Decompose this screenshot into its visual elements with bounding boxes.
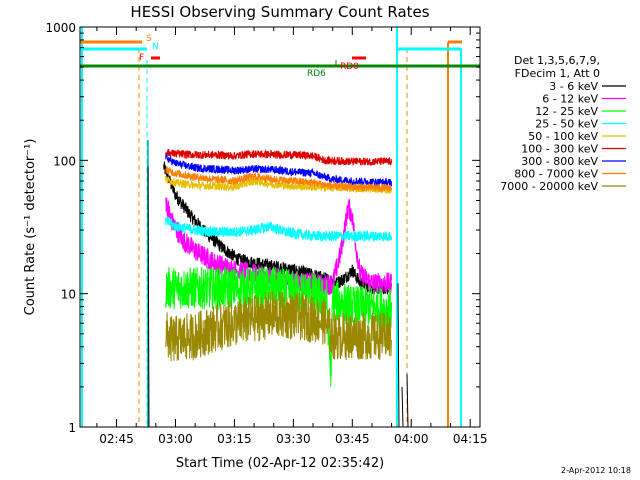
boundary-dropoffs [147,166,409,428]
plot-frame [79,26,481,428]
flag-lines: SFN RD0 RD6 [80,27,480,427]
series-line-8 [165,291,392,362]
x-tick-label: 02:45 [99,432,134,446]
series-line-6 [165,153,392,187]
series-line-5 [165,148,392,167]
legend-header-line-2: FDecim 1, Att 0 [515,67,600,80]
y-tick-label: 100 [53,154,76,168]
y-axis-label: Count Rate (s⁻¹ detector⁻¹) [23,139,38,316]
series-layer [147,148,409,428]
chart-title: HESSI Observing Summary Count Rates [130,3,429,21]
legend-label: 6 - 12 keV [542,93,598,106]
series-line-3 [165,216,392,243]
flag-label-rd0: RD0 [340,62,359,72]
legend-header-line-1: Det 1,3,5,6,7,9, [514,54,600,67]
legend: Det 1,3,5,6,7,9, FDecim 1, Att 0 3 - 6 k… [500,54,626,193]
legend-label: 800 - 7000 keV [514,168,598,181]
legend-label: 300 - 800 keV [521,155,598,168]
legend-label: 50 - 100 keV [528,130,598,143]
legend-label: 12 - 25 keV [535,105,598,118]
footer-date: 2-Apr-2012 10:18 [561,466,631,475]
x-tick-label: 03:15 [217,432,252,446]
x-tick-label: 04:15 [453,432,488,446]
flag-label-n: N [152,42,159,52]
legend-label: 25 - 50 keV [535,118,598,131]
x-axis-label: Start Time (02-Apr-12 02:35:42) [176,456,384,471]
y-tick-label: 1000 [45,21,76,35]
legend-label: 3 - 6 keV [549,80,598,93]
y-tick-label: 10 [61,288,76,302]
series-line-2 [165,266,392,387]
legend-label: 100 - 300 keV [521,143,598,156]
x-tick-label: 04:00 [394,432,429,446]
x-tick-label: 03:45 [335,432,370,446]
x-tick-label: 03:30 [276,432,311,446]
x-axis-ticks: 02:45 03:00 03:15 03:30 03:45 04:00 04:15 [96,27,488,446]
flag-label-f: F [139,53,144,63]
y-tick-label: 1 [68,421,76,435]
y-axis-ticks: 1 10 100 1000 [45,21,480,435]
legend-label: 7000 - 20000 keV [500,180,598,193]
flag-label-s: S [146,34,152,44]
flag-label-rd6: RD6 [307,69,326,79]
x-tick-label: 03:00 [158,432,193,446]
series-line-7 [165,165,392,193]
